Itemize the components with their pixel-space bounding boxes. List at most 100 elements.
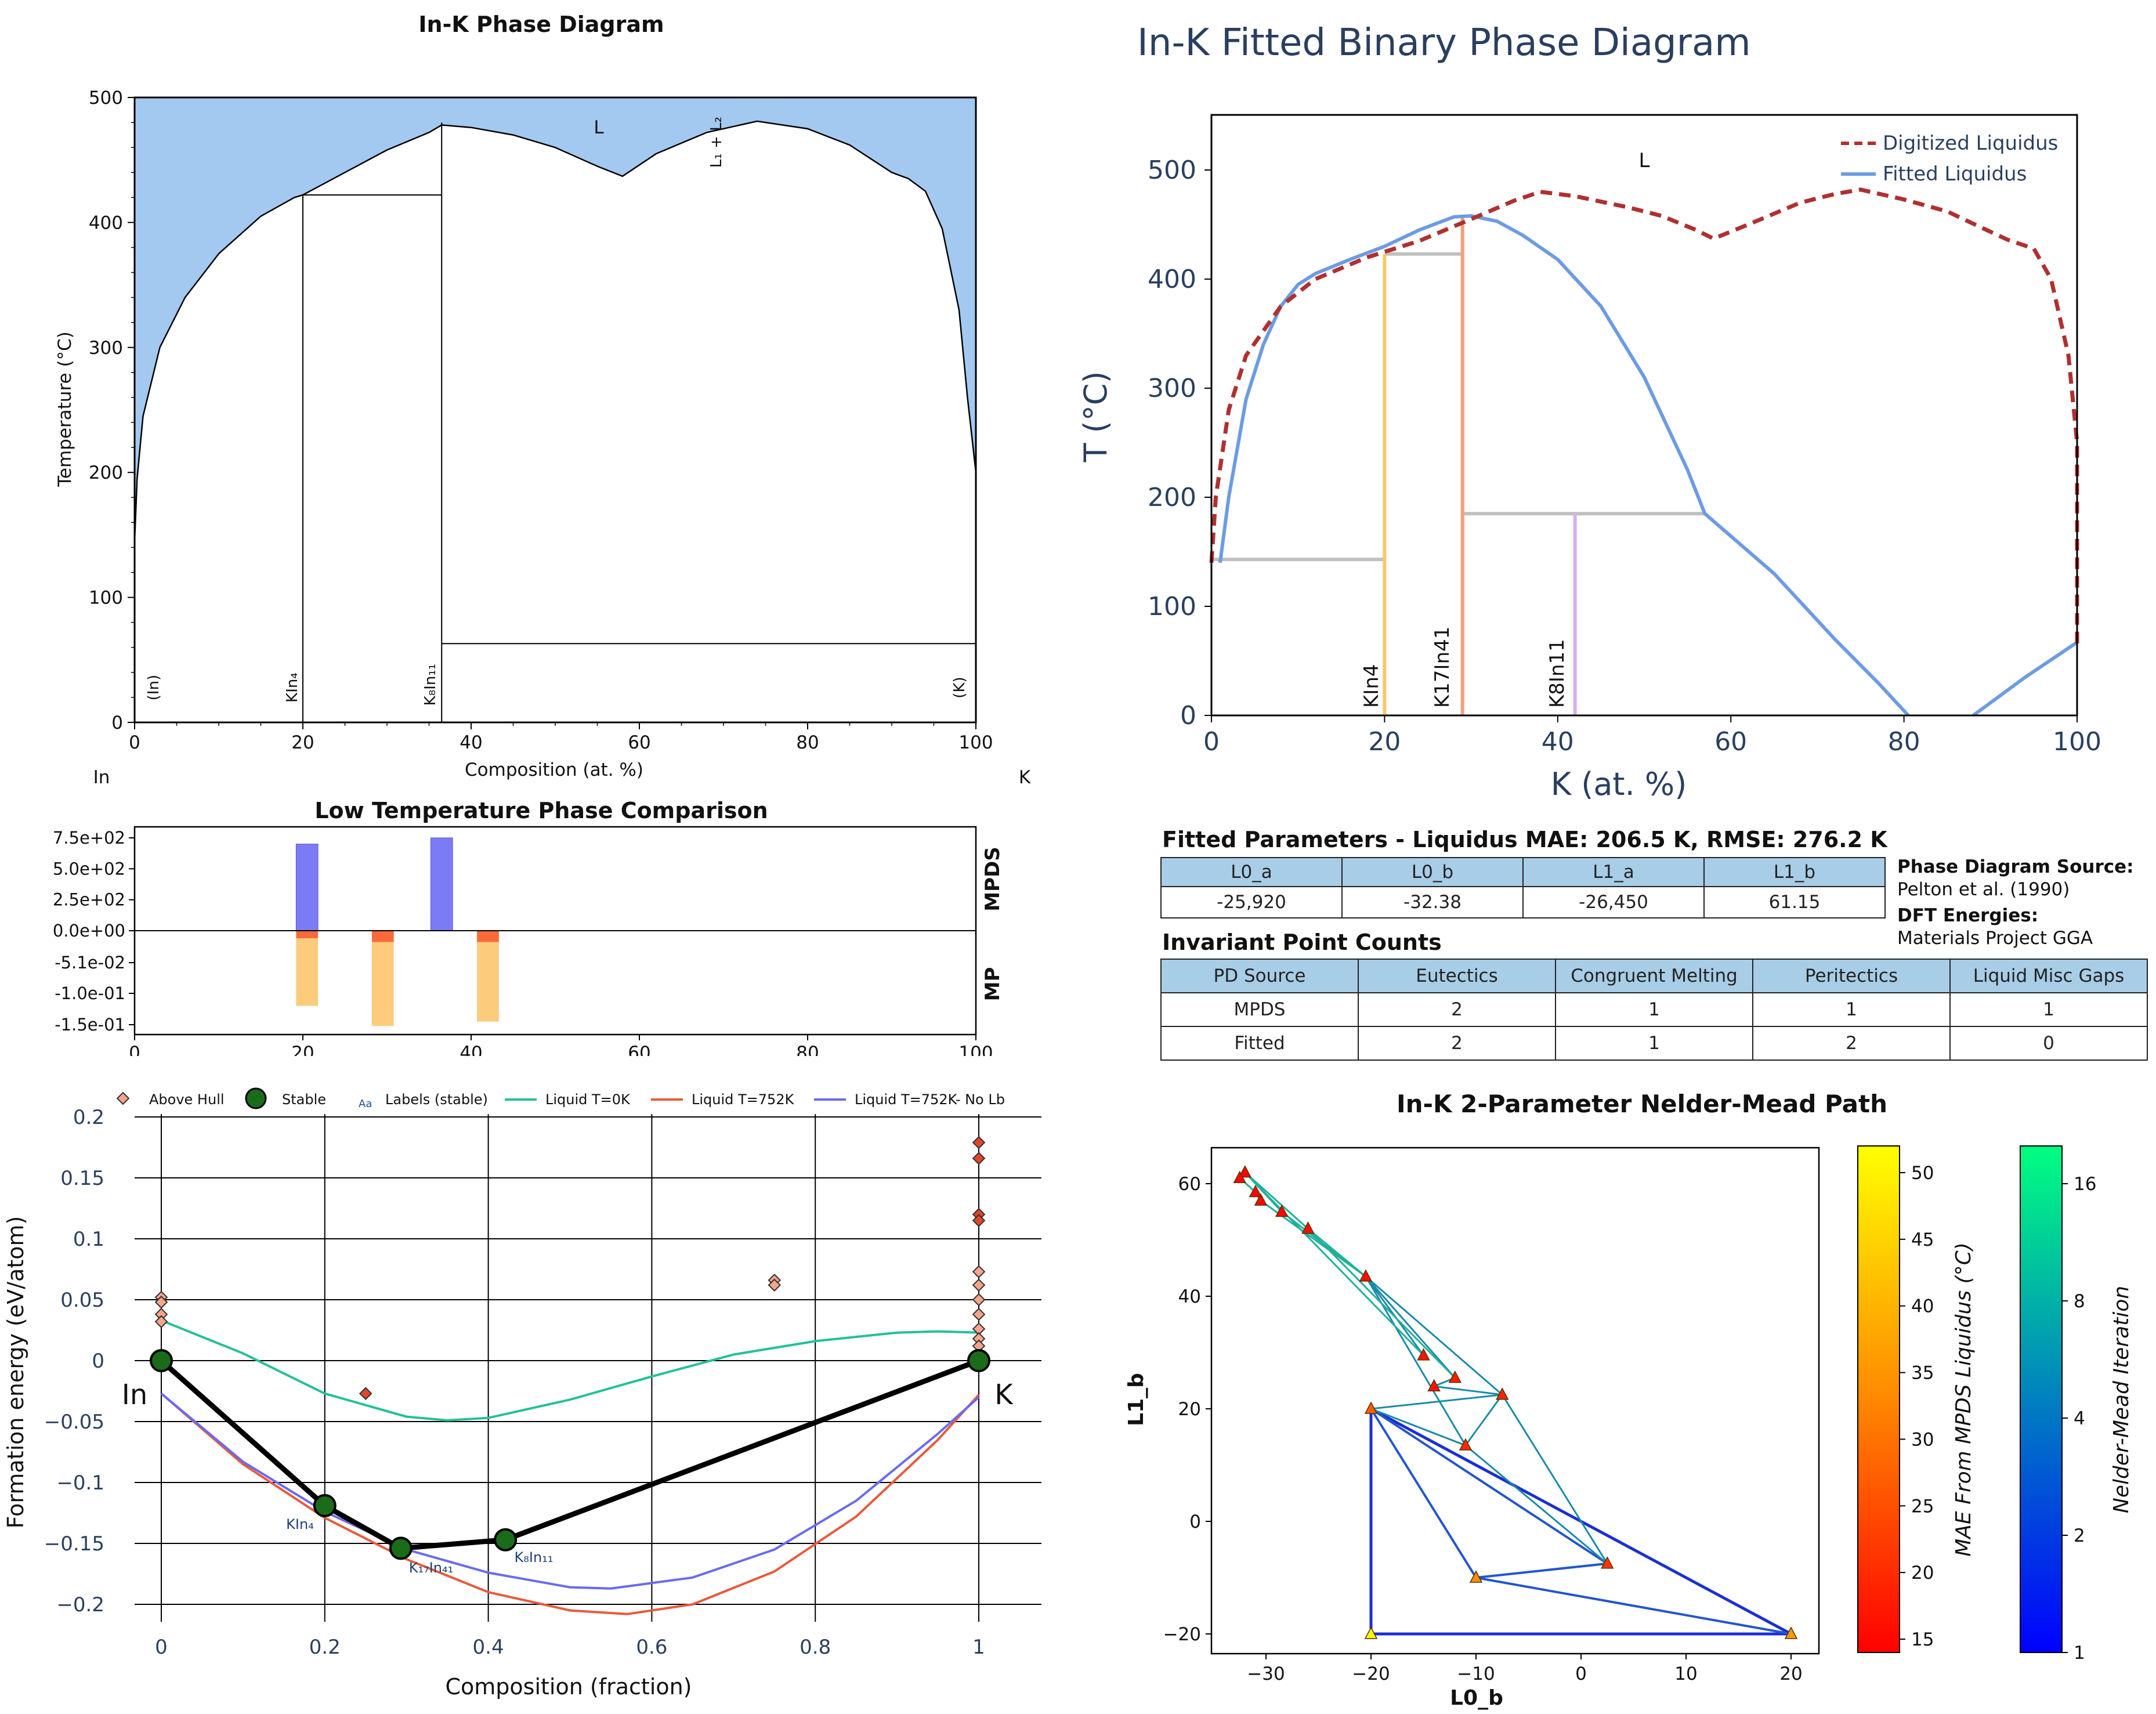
ytick-label: 5.0e+02 [53,859,125,878]
xtick-label: 60 [1714,727,1747,757]
phase-comparison-plot: 7.5e+02 5.0e+02 2.5e+02 0.0e+00 -5.1e-02 -1.0… [53,826,993,1056]
xtick-label: 0 [129,732,140,753]
mae-colorbar-tick-label: 25 [1911,1496,1934,1517]
fitted-header-l0b: L0_b [1341,857,1524,887]
plot-frame [1210,114,2078,717]
path-edge-iter4-5 [1365,1275,1503,1395]
ytick-label: -1.0e-01 [55,983,125,1003]
fitted-phase-diagram-plot: 0 20 40 60 80 100 0 100 200 300 400 500 [1148,114,2101,757]
path-edge-late-1 [1244,1171,1309,1230]
fitted-value-l1a: -26,450 [1522,886,1705,919]
phase-label-k8in11: K₈In₁₁ [422,664,439,706]
ytick-label: −20 [1163,1624,1201,1645]
inv-mpds-peritectics: 1 [1752,992,1951,1027]
ytick-label: -5.1e-02 [55,953,125,972]
above-hull-point-2 [154,1307,168,1321]
path-point-6 [1496,1387,1509,1400]
xtick-label: 100 [2053,727,2101,757]
region-label-L: L [594,117,604,138]
xtick-label: 20 [291,1043,314,1056]
ytick-label: 500 [89,88,123,109]
path-point-12 [1275,1204,1289,1217]
ytick-label: 0.05 [60,1289,104,1312]
fitted-label-k17in41: K17In41 [1431,627,1454,708]
ytick-label: 0.1 [73,1228,104,1251]
phase-diagram-xlabel: Composition (at. %) [465,760,643,780]
above-hull-point-8 [972,1152,986,1165]
ytick-label: 200 [1148,483,1196,512]
xtick-label: 0 [155,1636,168,1659]
iteration-colorbar-ticks: 16 8 4 2 1 [2062,1174,2096,1664]
xtick-label: 0.8 [800,1636,831,1659]
legend-stable: Stable [282,1091,326,1108]
xtick-label: 0.2 [309,1636,341,1659]
source-label: Phase Diagram Source: [1897,856,2134,877]
path-point-7 [1448,1371,1462,1383]
ytick-label: 100 [1148,592,1196,621]
fitted-value-l1b: 61.15 [1703,886,1886,919]
inv-header-misc-gaps: Liquid Misc Gaps [1949,959,2148,993]
ytick-label: 0 [1189,1511,1201,1532]
inv-header-eutectics: Eutectics [1358,959,1556,993]
xtick-label: 20 [291,732,314,753]
legend-above-hull: Above Hull [149,1091,225,1108]
liquid-region [135,97,976,541]
ytick-label: 500 [1148,156,1196,185]
fitted-label-k8in11: K8In11 [1546,639,1569,708]
liquid-752k-curve [160,1393,980,1615]
phase-comparison-panel: Low Temperature Phase Comparison 7.5e+02… [53,798,1004,1056]
ytick-label: −0.1 [56,1471,104,1495]
iteration-colorbar [2020,1145,2063,1653]
mp-bar-1 [371,931,394,1026]
ytick-label: −0.2 [56,1593,104,1617]
path-edge-iter2-1 [1475,1576,1792,1635]
fitted-liquidus-right [1972,641,2078,717]
fitted-header-l1a: L1_a [1522,857,1705,887]
hull-end-label-k: K [994,1379,1014,1411]
nelder-mead-ylabel: L1_b [1124,1373,1148,1426]
path-point-10 [1359,1269,1373,1282]
legend-marker-labels: Aa [359,1098,372,1110]
above-hull-point-13 [972,1293,986,1307]
xtick-label: 60 [628,1043,650,1056]
path-edge-iter4-9 [1365,1276,1456,1379]
mae-colorbar-tick-label: 40 [1911,1296,1934,1317]
phase-label-in: (In) [145,675,162,700]
stable-point-3 [494,1528,518,1552]
above-hull-point-12 [972,1278,986,1292]
above-hull-point-17 [972,1339,986,1353]
iteration-colorbar-tick-label: 4 [2074,1408,2085,1429]
phase-diagram-panel: In-K Phase Diagram 0 20 40 60 80 100 0 100 200 30… [55,12,1031,788]
inv-fitted-source: Fitted [1160,1026,1359,1061]
mpds-bar-0 [295,844,319,931]
inv-fitted-peritectics: 2 [1752,1026,1951,1061]
above-hull-point-1 [154,1295,168,1309]
ytick-label: 0.0e+00 [53,921,125,941]
above-hull-point-11 [972,1265,986,1279]
xtick-label: 0 [1203,727,1220,757]
path-point-4 [1601,1556,1614,1569]
ytick-label: 0 [92,1350,104,1373]
phase-label-kin4: KIn₄ [284,672,301,703]
inv-fitted-misc-gaps: 0 [1949,1026,2148,1061]
stable-point-4 [967,1349,990,1372]
plot-frame [1210,1147,1820,1655]
mpds-side-label: MPDS [981,847,1004,911]
iteration-colorbar-label: Nelder-Mead Iteration [2110,1286,2133,1513]
xtick-label: 80 [1888,727,1920,757]
nelder-mead-xlabel: L0_b [1450,1686,1503,1710]
mp-hull-bar-2 [477,931,499,942]
inv-mpds-congruent: 1 [1555,992,1753,1027]
path-point-0 [1364,1626,1378,1639]
legend-fitted: Fitted Liquidus [1883,162,2027,186]
iteration-colorbar-tick-label: 1 [2074,1643,2085,1664]
inv-header-source: PD Source [1160,959,1359,993]
fitted-region-label-L: L [1639,149,1650,172]
fitted-value-l0b: -32.38 [1341,886,1524,919]
convex-hull-line [160,1358,980,1551]
fitted-ylabel: T (°C) [1077,371,1114,463]
path-edge-iter4-0 [1370,1408,1466,1447]
path-edge-iter4-3 [1501,1394,1608,1564]
phase-diagram-title: In-K Phase Diagram [418,12,664,37]
fitted-xlabel: K (at. %) [1551,766,1687,802]
